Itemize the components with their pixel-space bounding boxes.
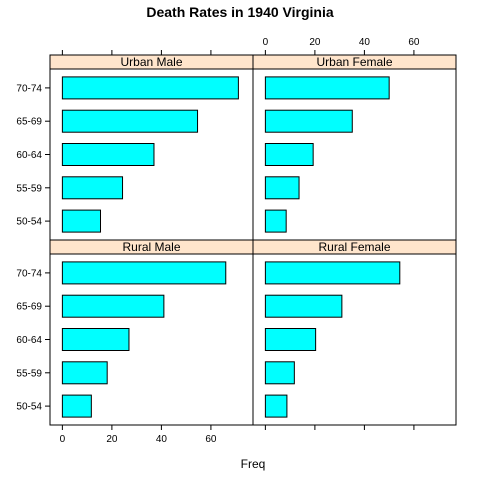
- x-axis-title: Freq: [241, 457, 266, 471]
- panel-urban-male: Urban Male: [49, 54, 254, 241]
- bar-rural-female-60-64: [264, 328, 317, 351]
- x-tick-label-top-20: 20: [309, 37, 321, 48]
- bar-urban-male-50-54: [61, 209, 102, 233]
- y-tick-label-row2-70-74: 70-74: [16, 268, 42, 279]
- bar-urban-female-70-74: [264, 76, 390, 100]
- axes-layer: 50-54 55-59 60-64 65-69 70-74 50-54 55-59 60-64…: [16, 37, 419, 445]
- strip-label-urban-female: Urban Female: [316, 55, 392, 69]
- y-tick-label-row1-60-64: 60-64: [16, 150, 42, 161]
- panel-rural-male: Rural Male: [49, 239, 254, 426]
- panels-layer: Urban Male Urban Female Rural Male Rural Fe…: [49, 54, 457, 426]
- y-tick-label-row1-65-69: 65-69: [16, 117, 42, 128]
- x-tick-label-bottom-0: 0: [60, 434, 66, 445]
- y-tick-label-row1-50-54: 50-54: [16, 217, 42, 228]
- strip-label-rural-male: Rural Male: [122, 240, 180, 254]
- bar-rural-female-70-74: [264, 261, 401, 285]
- panel-urban-female: Urban Female: [252, 54, 457, 241]
- strip-label-urban-male: Urban Male: [120, 55, 182, 69]
- strip-label-rural-female: Rural Female: [318, 240, 390, 254]
- bar-rural-male-65-69: [61, 294, 165, 318]
- bar-urban-female-50-54: [264, 209, 287, 233]
- x-tick-label-bottom-60: 60: [205, 434, 217, 445]
- y-tick-label-row2-50-54: 50-54: [16, 402, 42, 413]
- y-tick-label-row1-55-59: 55-59: [16, 183, 42, 194]
- panel-frame-rural-female: [252, 239, 457, 426]
- bar-rural-male-70-74: [61, 261, 227, 285]
- bar-urban-female-60-64: [264, 143, 314, 166]
- bar-urban-male-55-59: [61, 176, 124, 200]
- x-tick-label-bottom-40: 40: [156, 434, 168, 445]
- x-tick-label-bottom-20: 20: [106, 434, 118, 445]
- y-tick-label-row2-55-59: 55-59: [16, 368, 42, 379]
- bar-urban-male-65-69: [61, 109, 199, 133]
- x-tick-label-top-40: 40: [359, 37, 371, 48]
- y-tick-label-row1-70-74: 70-74: [16, 83, 42, 94]
- bar-rural-male-55-59: [61, 361, 108, 385]
- x-tick-label-top-0: 0: [263, 37, 269, 48]
- bar-urban-male-70-74: [61, 76, 239, 100]
- bar-rural-female-55-59: [264, 361, 295, 385]
- bar-rural-female-50-54: [264, 394, 288, 418]
- bar-rural-female-65-69: [264, 294, 343, 318]
- bar-rural-male-60-64: [61, 328, 130, 351]
- chart-title: Death Rates in 1940 Virginia: [146, 4, 333, 20]
- bar-urban-female-55-59: [264, 176, 300, 200]
- y-tick-label-row2-65-69: 65-69: [16, 302, 42, 313]
- x-tick-label-top-60: 60: [408, 37, 420, 48]
- bar-urban-female-65-69: [264, 109, 353, 133]
- panel-rural-female: Rural Female: [252, 239, 457, 426]
- bar-urban-male-60-64: [61, 143, 155, 166]
- bar-rural-male-50-54: [61, 394, 92, 418]
- y-tick-label-row2-60-64: 60-64: [16, 335, 42, 346]
